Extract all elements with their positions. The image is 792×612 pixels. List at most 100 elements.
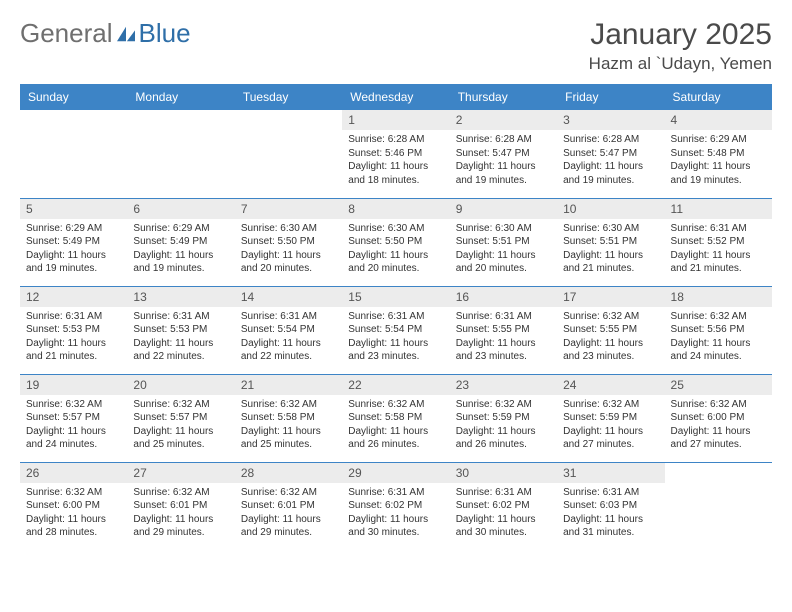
sunrise-line: Sunrise: 6:32 AM: [563, 399, 639, 410]
day-data: Sunrise: 6:31 AMSunset: 6:03 PMDaylight:…: [557, 483, 664, 543]
day-data: Sunrise: 6:31 AMSunset: 5:53 PMDaylight:…: [20, 307, 127, 367]
calendar-body: 1Sunrise: 6:28 AMSunset: 5:46 PMDaylight…: [20, 110, 772, 550]
daylight-line: Daylight: 11 hours and 25 minutes.: [133, 426, 213, 451]
calendar-day-cell: 4Sunrise: 6:29 AMSunset: 5:48 PMDaylight…: [665, 110, 772, 198]
calendar-day-cell: 23Sunrise: 6:32 AMSunset: 5:59 PMDayligh…: [450, 374, 557, 462]
calendar-day-cell: 30Sunrise: 6:31 AMSunset: 6:02 PMDayligh…: [450, 462, 557, 550]
logo-sail-icon: [115, 25, 137, 43]
weekday-header: Monday: [127, 84, 234, 110]
day-number: 11: [665, 199, 772, 219]
daylight-line: Daylight: 11 hours and 21 minutes.: [671, 250, 751, 275]
calendar-day-cell: 2Sunrise: 6:28 AMSunset: 5:47 PMDaylight…: [450, 110, 557, 198]
day-number: 23: [450, 375, 557, 395]
day-data: Sunrise: 6:31 AM Sunset: 6:02 PM Daylight:…: [342, 483, 449, 543]
calendar-day-cell: 15Sunrise: 6:31 AMSunset: 5:54 PMDayligh…: [342, 286, 449, 374]
calendar-day-cell: 17Sunrise: 6:32 AMSunset: 5:55 PMDayligh…: [557, 286, 664, 374]
daylight-line: Daylight: 11 hours and 31 minutes.: [563, 514, 643, 539]
day-data: Sunrise: 6:32 AMSunset: 5:58 PMDaylight:…: [342, 395, 449, 455]
daylight-line: Daylight: 11 hours and 26 minutes.: [348, 426, 428, 451]
day-number: 2: [450, 110, 557, 130]
daylight-line: Daylight: 11 hours and 27 minutes.: [671, 426, 751, 451]
weekday-header: Wednesday: [342, 84, 449, 110]
calendar-day-cell: 24Sunrise: 6:32 AMSunset: 5:59 PMDayligh…: [557, 374, 664, 462]
day-number: 10: [557, 199, 664, 219]
sunset-line: Sunset: 6:01 PM: [241, 500, 315, 511]
weekday-header-row: SundayMondayTuesdayWednesdayThursdayFrid…: [20, 84, 772, 110]
sunset-line: Sunset: 6:03 PM: [563, 500, 637, 511]
day-data: Sunrise: 6:31 AMSunset: 5:52 PMDaylight:…: [665, 219, 772, 279]
sunset-line: Sunset: 5:53 PM: [133, 324, 207, 335]
logo-text-2: Blue: [139, 18, 191, 49]
weekday-header: Friday: [557, 84, 664, 110]
sunrise-line: Sunrise: 6:32 AM: [26, 487, 102, 498]
sunset-line: Sunset: 6:02 PM: [348, 500, 422, 511]
day-data: Sunrise: 6:29 AMSunset: 5:49 PMDaylight:…: [20, 219, 127, 279]
sunset-line: Sunset: 5:49 PM: [26, 236, 100, 247]
calendar-day-cell: 26Sunrise: 6:32 AMSunset: 6:00 PMDayligh…: [20, 462, 127, 550]
sunrise-line: Sunrise: 6:29 AM: [671, 134, 747, 145]
day-number: 1: [342, 110, 449, 130]
calendar-day-cell: 16Sunrise: 6:31 AMSunset: 5:55 PMDayligh…: [450, 286, 557, 374]
daylight-line: Daylight: 11 hours and 18 minutes.: [348, 161, 428, 186]
sunset-line: Sunset: 6:01 PM: [133, 500, 207, 511]
daylight-line: Daylight: 11 hours and 21 minutes.: [26, 338, 106, 363]
sunset-line: Sunset: 5:57 PM: [133, 412, 207, 423]
daylight-line: Daylight: 11 hours and 23 minutes.: [563, 338, 643, 363]
day-number: 4: [665, 110, 772, 130]
sunrise-line: Sunrise: 6:28 AM: [563, 134, 639, 145]
sunset-line: Sunset: 5:55 PM: [456, 324, 530, 335]
logo: General Blue: [20, 18, 191, 49]
sunrise-line: Sunrise: 6:32 AM: [348, 399, 424, 410]
sunrise-line: Sunrise: 6:32 AM: [133, 487, 209, 498]
calendar-day-cell: 10Sunrise: 6:30 AMSunset: 5:51 PMDayligh…: [557, 198, 664, 286]
sunrise-line: Sunrise: 6:30 AM: [348, 223, 424, 234]
sunset-line: Sunset: 5:51 PM: [563, 236, 637, 247]
day-data: Sunrise: 6:32 AM Sunset: 6:01 PM Daylight:…: [235, 483, 342, 543]
daylight-line: Daylight: 11 hours and 19 minutes.: [563, 161, 643, 186]
day-data: Sunrise: 6:32 AMSunset: 6:00 PMDaylight:…: [665, 395, 772, 455]
calendar-day-cell: 8Sunrise: 6:30 AMSunset: 5:50 PMDaylight…: [342, 198, 449, 286]
sunrise-line: Sunrise: 6:31 AM: [348, 487, 424, 498]
sunrise-line: Sunrise: 6:32 AM: [456, 399, 532, 410]
sunrise-line: Sunrise: 6:29 AM: [133, 223, 209, 234]
day-number: 9: [450, 199, 557, 219]
sunset-line: Sunset: 5:48 PM: [671, 148, 745, 159]
day-data: Sunrise: 6:28 AMSunset: 5:47 PMDaylight:…: [557, 130, 664, 190]
daylight-line: Daylight: 11 hours and 29 minutes.: [241, 514, 321, 539]
day-data: Sunrise: 6:31 AMSunset: 5:53 PMDaylight:…: [127, 307, 234, 367]
sunset-line: Sunset: 6:00 PM: [671, 412, 745, 423]
day-data: Sunrise: 6:30 AMSunset: 5:51 PMDaylight:…: [450, 219, 557, 279]
sunset-line: Sunset: 5:49 PM: [133, 236, 207, 247]
day-data: Sunrise: 6:31 AMSunset: 5:54 PMDaylight:…: [342, 307, 449, 367]
sunset-line: Sunset: 5:55 PM: [563, 324, 637, 335]
calendar-day-cell: 7Sunrise: 6:30 AMSunset: 5:50 PMDaylight…: [235, 198, 342, 286]
day-number: 7: [235, 199, 342, 219]
daylight-line: Daylight: 11 hours and 19 minutes.: [456, 161, 536, 186]
daylight-line: Daylight: 11 hours and 20 minutes.: [348, 250, 428, 275]
calendar-day-cell: [127, 110, 234, 198]
sunset-line: Sunset: 5:59 PM: [563, 412, 637, 423]
day-data: Sunrise: 6:30 AMSunset: 5:50 PMDaylight:…: [235, 219, 342, 279]
calendar-day-cell: 21Sunrise: 6:32 AMSunset: 5:58 PMDayligh…: [235, 374, 342, 462]
day-number: 12: [20, 287, 127, 307]
calendar-day-cell: 20Sunrise: 6:32 AMSunset: 5:57 PMDayligh…: [127, 374, 234, 462]
sunset-line: Sunset: 5:54 PM: [241, 324, 315, 335]
sunset-line: Sunset: 5:50 PM: [241, 236, 315, 247]
sunset-line: Sunset: 5:51 PM: [456, 236, 530, 247]
sunrise-line: Sunrise: 6:28 AM: [456, 134, 532, 145]
sunrise-line: Sunrise: 6:31 AM: [241, 311, 317, 322]
day-data: Sunrise: 6:32 AMSunset: 6:01 PMDaylight:…: [127, 483, 234, 543]
day-number: 29: [342, 463, 449, 483]
daylight-line: Daylight: 11 hours and 26 minutes.: [456, 426, 536, 451]
day-data: Sunrise: 6:32 AMSunset: 5:56 PMDaylight:…: [665, 307, 772, 367]
calendar-day-cell: 19Sunrise: 6:32 AMSunset: 5:57 PMDayligh…: [20, 374, 127, 462]
daylight-line: Daylight: 11 hours and 30 minutes.: [348, 514, 428, 539]
daylight-line: Daylight: 11 hours and 22 minutes.: [133, 338, 213, 363]
calendar-week-row: 5Sunrise: 6:29 AMSunset: 5:49 PMDaylight…: [20, 198, 772, 286]
sunrise-line: Sunrise: 6:32 AM: [241, 487, 317, 498]
daylight-line: Daylight: 11 hours and 25 minutes.: [241, 426, 321, 451]
calendar-table: SundayMondayTuesdayWednesdayThursdayFrid…: [20, 84, 772, 550]
calendar-day-cell: 5Sunrise: 6:29 AMSunset: 5:49 PMDaylight…: [20, 198, 127, 286]
day-data: Sunrise: 6:28 AMSunset: 5:46 PMDaylight:…: [342, 130, 449, 190]
day-data: Sunrise: 6:32 AMSunset: 5:58 PMDaylight:…: [235, 395, 342, 455]
